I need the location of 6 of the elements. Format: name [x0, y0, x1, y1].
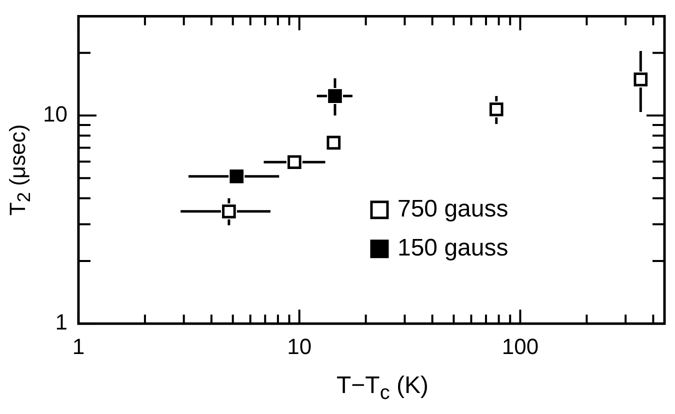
- x-tick-label: 100: [502, 334, 539, 359]
- legend-label: 750 gauss: [397, 195, 508, 222]
- legend-label: 150 gauss: [397, 234, 508, 262]
- x-axis-title: T−T$_{c}$ (K): [335, 372, 430, 405]
- x-tick-label: 10: [287, 334, 312, 359]
- x-tick-label: 1: [72, 334, 85, 359]
